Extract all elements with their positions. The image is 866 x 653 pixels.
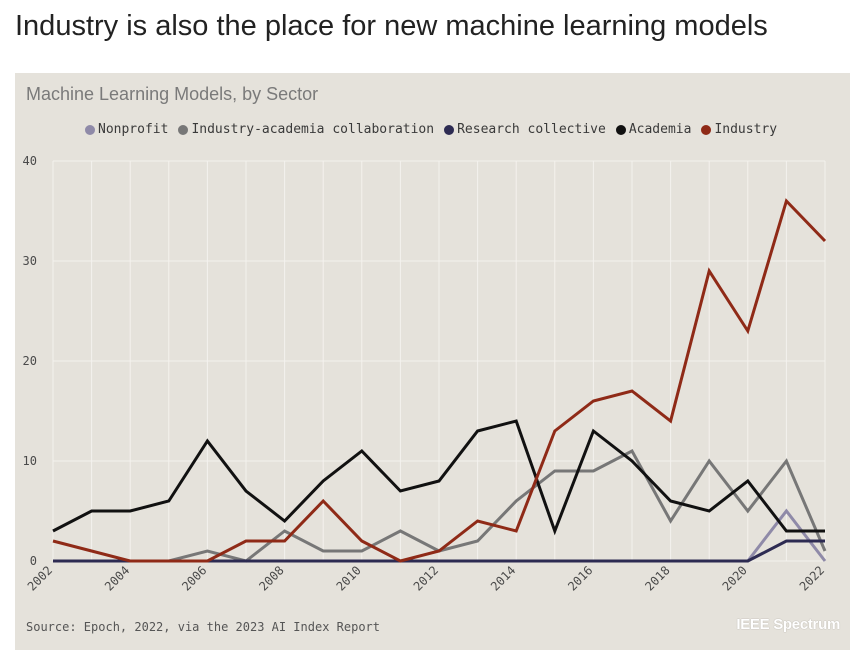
x-tick-label: 2016	[565, 563, 595, 593]
y-tick-label: 0	[30, 554, 37, 568]
x-tick-label: 2018	[642, 563, 672, 593]
x-tick-label: 2006	[179, 563, 209, 593]
chart-panel: Machine Learning Models, by Sector Nonpr…	[15, 73, 850, 650]
legend-item-academia: Academia	[615, 122, 692, 137]
y-tick-label: 20	[23, 354, 37, 368]
y-tick-label: 10	[23, 454, 37, 468]
legend-label: Industry-academia collaboration	[191, 122, 435, 137]
legend-dot-icon	[615, 124, 626, 135]
chart-title: Machine Learning Models, by Sector	[26, 84, 319, 104]
x-tick-label: 2012	[411, 563, 441, 593]
headline: Industry is also the place for new machi…	[15, 10, 768, 42]
legend-dot-icon	[85, 124, 95, 135]
legend-label: Nonprofit	[98, 122, 169, 137]
x-tick-label: 2014	[488, 563, 518, 593]
x-tick-label: 2004	[102, 563, 132, 593]
legend-item-research-collective: Research collective	[444, 122, 606, 137]
x-tick-label: 2008	[256, 563, 286, 593]
y-tick-label: 30	[23, 254, 37, 268]
x-tick-label: 2022	[797, 563, 827, 593]
legend-label: Research collective	[457, 122, 606, 137]
y-tick-label: 40	[23, 154, 37, 168]
legend-item-nonprofit: Nonprofit	[85, 122, 168, 137]
legend: Nonprofit Industry-academia collaboration…	[85, 122, 777, 137]
legend-label: Industry	[714, 122, 778, 137]
legend-dot-icon	[444, 124, 455, 135]
legend-label: Academia	[628, 122, 692, 137]
legend-dot-icon	[178, 124, 189, 135]
x-tick-label: 2020	[720, 563, 750, 593]
legend-dot-icon	[701, 124, 712, 135]
ieee-spectrum-logo: IEEE Spectrum	[736, 616, 840, 633]
series-line-academia	[52, 419, 825, 536]
series-line-industry	[52, 198, 827, 563]
legend-item-industry: Industry	[701, 122, 777, 137]
x-tick-label: 2010	[334, 563, 364, 593]
legend-item-industry-academia-collaboration: Industry-academia collaboration	[178, 122, 434, 137]
source-note: Source: Epoch, 2022, via the 2023 AI Ind…	[26, 620, 381, 634]
